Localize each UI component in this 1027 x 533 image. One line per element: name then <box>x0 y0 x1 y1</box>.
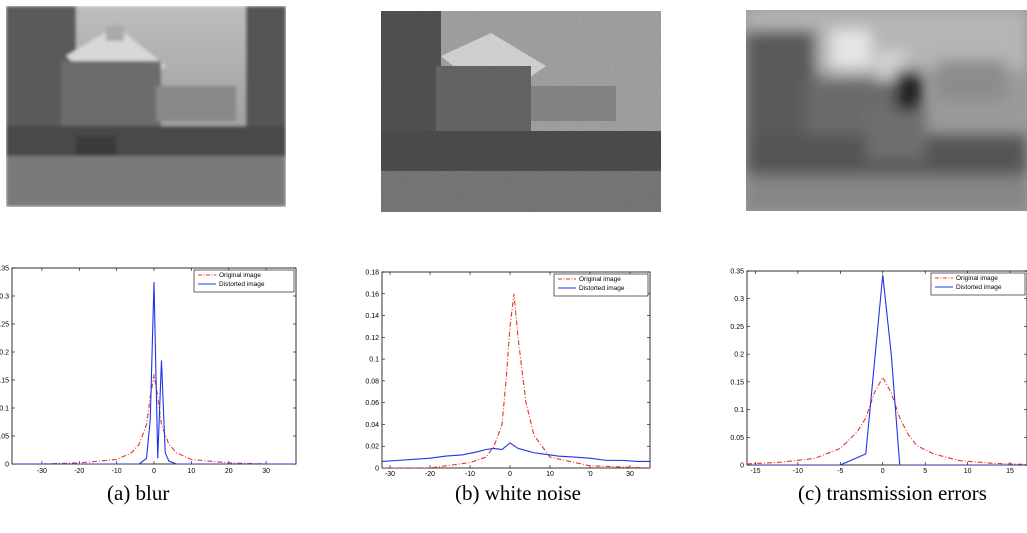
caption-b: (b) white noise <box>455 481 581 505</box>
y-tick-label: 0.3 <box>734 296 744 303</box>
y-tick-label: 0.1 <box>0 406 9 413</box>
y-tick-label: 0.2 <box>0 350 9 357</box>
x-tick-label: -20 <box>425 471 435 478</box>
x-tick-label: 15 <box>1006 468 1014 475</box>
legend-label: Original image <box>579 276 621 283</box>
x-tick-label: 0 <box>881 468 885 475</box>
x-tick-label: 10 <box>964 468 972 475</box>
series-line-distorted <box>382 442 650 463</box>
caption-c: (c) transmission errors <box>798 481 987 505</box>
plot-frame <box>381 271 651 469</box>
blurred-image <box>6 6 286 207</box>
y-tick-label: .35 <box>0 266 9 273</box>
chart-blur: -30 -20 -10 0 10 20 30 0 .05 0.1 0.15 0.2 0.25 0.3 .35… <box>0 262 305 477</box>
x-tick-label: '0 <box>587 471 592 478</box>
x-tick-label: 10 <box>187 468 195 475</box>
white-noise-image <box>381 11 661 212</box>
y-tick-label: 0.15 <box>730 379 744 386</box>
y-tick-label: 0.04 <box>365 422 379 429</box>
y-tick-label: 0.35 <box>730 269 744 276</box>
y-tick-label: 0.18 <box>365 270 379 277</box>
caption-a: (a) blur <box>107 481 170 505</box>
x-tick-label: 0 <box>508 471 512 478</box>
x-tick-label: 10 <box>546 471 554 478</box>
y-tick-label: 0.3 <box>0 294 9 301</box>
y-tick-label: 0.1 <box>734 407 744 414</box>
x-tick-label: 20 <box>225 468 233 475</box>
x-tick-label: -10 <box>112 468 122 475</box>
y-tick-label: 0.25 <box>0 322 9 329</box>
legend-label: Distorted image <box>956 284 1002 291</box>
series-line-original <box>747 376 1027 465</box>
y-tick-label: 0.06 <box>365 400 379 407</box>
legend-box <box>193 269 295 293</box>
y-tick-label: 0.08 <box>365 378 379 385</box>
x-tick-label: -30 <box>385 471 395 478</box>
y-tick-label: .05 <box>0 434 9 441</box>
series-line-original <box>382 293 650 468</box>
x-tick-label: -10 <box>793 468 803 475</box>
series-line-distorted <box>12 281 296 464</box>
series-line-original <box>12 374 296 464</box>
y-tick-label: 0.05 <box>730 435 744 442</box>
y-tick-label: 0.25 <box>730 324 744 331</box>
legend-label: Distorted image <box>579 285 625 292</box>
legend-box <box>930 272 1026 296</box>
chart-transmission-errors: -15 -10 -5 0 5 10 15 0 0.05 0.1 0.15 0.2 0.25 0.3 0.35… <box>725 265 1027 475</box>
x-tick-label: -20 <box>74 468 84 475</box>
y-tick-label: 0.02 <box>365 444 379 451</box>
chart-white-noise: -30 -20 -10 0 10 '0 30 0 0.02 0.04 0.06 0.08 0.1 0.12… <box>360 265 658 478</box>
x-tick-label: -5 <box>837 468 843 475</box>
transmission-errors-image <box>746 10 1027 211</box>
x-tick-label: -15 <box>750 468 760 475</box>
series-line-distorted <box>747 274 1027 465</box>
plot-frame <box>746 270 1027 466</box>
y-tick-label: 0 <box>740 463 744 470</box>
y-tick-label: 0.12 <box>365 335 379 342</box>
y-tick-label: 0 <box>375 466 379 473</box>
y-tick-label: 0 <box>5 462 9 469</box>
x-tick-label: 0 <box>152 468 156 475</box>
y-tick-label: 0.1 <box>369 357 379 364</box>
y-tick-label: 0.15 <box>0 378 9 385</box>
legend-box <box>553 273 649 297</box>
y-tick-label: 0.16 <box>365 291 379 298</box>
x-tick-label: 30 <box>626 471 634 478</box>
x-tick-label: -10 <box>465 471 475 478</box>
y-tick-label: 0.2 <box>734 352 744 359</box>
x-tick-label: 30 <box>262 468 270 475</box>
legend-label: Original image <box>219 272 261 279</box>
legend-label: Original image <box>956 275 998 282</box>
x-tick-label: 5 <box>923 468 927 475</box>
legend-label: Distorted image <box>219 281 265 288</box>
x-tick-label: -30 <box>37 468 47 475</box>
y-tick-label: 0.14 <box>365 313 379 320</box>
